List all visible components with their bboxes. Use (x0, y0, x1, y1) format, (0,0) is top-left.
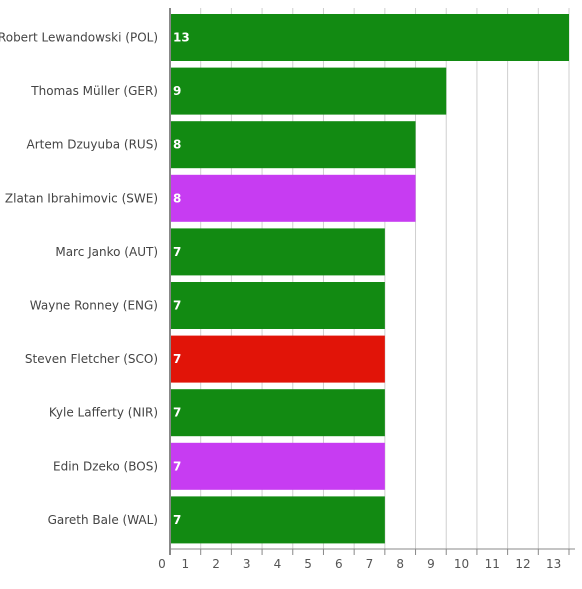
category-label: Steven Fletcher (SCO) (25, 352, 158, 366)
data-label: 8 (173, 191, 181, 205)
category-label: Artem Dzuyuba (RUS) (27, 138, 158, 152)
x-tick-label: 9 (427, 557, 435, 571)
x-tick-label: 4 (274, 557, 282, 571)
x-tick-label: 11 (485, 557, 500, 571)
category-label: Gareth Bale (WAL) (48, 513, 158, 527)
bar (170, 174, 416, 222)
bars (170, 14, 569, 544)
x-tick-label: 6 (335, 557, 343, 571)
x-tick-label: 2 (212, 557, 220, 571)
bar (170, 121, 416, 169)
data-label: 7 (173, 299, 181, 313)
x-tick-label: 5 (304, 557, 312, 571)
data-label: 7 (173, 406, 181, 420)
data-label: 9 (173, 84, 181, 98)
category-label: Thomas Müller (GER) (30, 84, 158, 98)
data-label: 8 (173, 138, 181, 152)
data-label: 7 (173, 352, 181, 366)
bar (170, 67, 447, 115)
bar (170, 335, 385, 383)
x-tick-label: 1 (182, 557, 190, 571)
bar (170, 282, 385, 329)
category-label: Edin Dzeko (BOS) (53, 459, 158, 473)
bar (170, 442, 385, 490)
bar (170, 14, 569, 61)
x-tick-label: 10 (454, 557, 469, 571)
x-tick-label: 3 (243, 557, 251, 571)
data-label: 7 (173, 245, 181, 259)
category-label: Marc Janko (AUT) (55, 245, 158, 259)
axes (169, 8, 575, 555)
data-label: 7 (173, 513, 181, 527)
category-label: Wayne Ronney (ENG) (30, 299, 158, 313)
data-label: 7 (173, 459, 181, 473)
bar (170, 496, 385, 544)
bar (170, 389, 385, 437)
x-tick-label: 0 (158, 557, 166, 571)
bar (170, 228, 385, 276)
data-label: 13 (173, 31, 190, 45)
category-label: Robert Lewandowski (POL) (0, 31, 158, 45)
x-tick-label: 8 (396, 557, 404, 571)
x-tick-label: 13 (546, 557, 561, 571)
category-label: Kyle Lafferty (NIR) (49, 406, 158, 420)
x-tick-label: 7 (366, 557, 374, 571)
x-tick-label: 12 (515, 557, 530, 571)
category-label: Zlatan Ibrahimovic (SWE) (5, 191, 158, 205)
